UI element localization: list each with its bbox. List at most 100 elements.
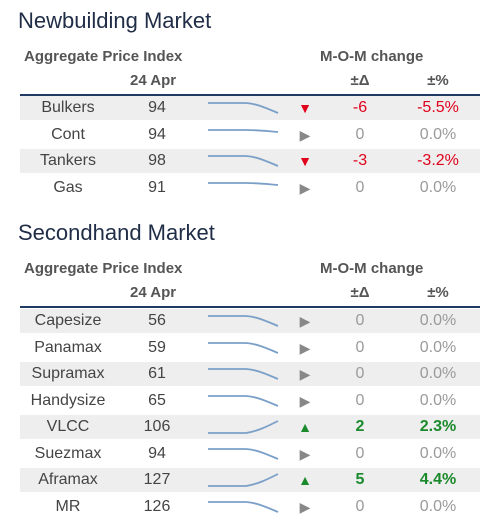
percent-value: 2.3% [419,418,457,435]
up-triangle-icon: ▲ [298,472,312,488]
table-row: Tankers 98 ▼ -3 -3.2% [20,149,480,173]
newbuilding-header-delta: ±Δ [350,72,370,89]
row-label: Panamax [34,338,102,356]
sparkline-path [208,181,279,186]
percent-value: 0.0% [419,312,457,329]
delta-value: -6 [352,99,368,116]
row-label: Aframax [38,471,98,488]
percent-value: -5.5% [417,99,459,116]
percent-value: 0.0% [419,391,457,409]
secondhand-header-index: Aggregate Price Index [24,260,183,277]
row-label: Bulkers [41,99,95,116]
index-value: 126 [143,497,171,515]
index-value: 56 [148,312,166,329]
index-value: 94 [148,99,166,116]
sparkline [206,309,280,333]
sparkline-path [208,368,279,380]
secondhand-header-date: 24 Apr [130,284,177,301]
index-value: 65 [148,391,166,409]
table-row: Capesize 56 ▶ 0 0.0% [20,309,480,333]
sparkline [206,123,280,147]
delta-value: 0 [355,338,365,356]
down-triangle-icon: ▼ [298,100,312,116]
index-value: 106 [143,418,171,435]
right-triangle-icon: ▶ [299,498,311,515]
sparkline-path [208,447,279,460]
percent-value: 0.0% [419,178,457,196]
index-value: 61 [148,365,166,382]
sparkline [206,96,280,120]
secondhand-header-change: M-O-M change [320,260,424,277]
sparkline [206,389,280,413]
newbuilding-header-change: M-O-M change [320,48,424,65]
row-label: Suezmax [34,444,102,462]
table-row: VLCC 106 ▲ 2 2.3% [20,415,480,439]
row-label: Capesize [34,312,102,329]
table-row: Supramax 61 ▶ 0 0.0% [20,362,480,386]
percent-value: 0.0% [419,338,457,356]
index-value: 91 [148,178,166,196]
secondhand-header-pct: ±% [427,284,449,301]
row-label: Tankers [39,152,97,169]
row-label: VLCC [46,418,90,435]
sparkline-path [208,394,279,407]
delta-value: 0 [355,365,365,382]
secondhand-header-rule [20,306,480,308]
newbuilding-title: Newbuilding Market [18,8,212,33]
sparkline-path [208,102,279,114]
delta-value: 0 [355,391,365,409]
percent-value: 0.0% [419,365,457,382]
table-row: Panamax 59 ▶ 0 0.0% [20,336,480,360]
sparkline [206,336,280,360]
sparkline [206,176,280,200]
percent-value: 0.0% [419,125,457,143]
right-triangle-icon: ▶ [299,339,311,356]
table-row: MR 126 ▶ 0 0.0% [20,495,480,519]
row-label: Handysize [30,391,106,409]
delta-value: 0 [355,178,365,196]
table-row: Bulkers 94 ▼ -6 -5.5% [20,96,480,120]
newbuilding-header-index: Aggregate Price Index [24,48,183,65]
index-value: 94 [148,444,166,462]
newbuilding-header-rule [20,94,480,96]
right-triangle-icon: ▶ [299,313,311,329]
delta-value: -3 [352,152,368,169]
right-triangle-icon: ▶ [299,179,311,196]
index-value: 94 [148,125,166,143]
percent-value: 0.0% [419,497,457,515]
sparkline [206,468,280,492]
table-row: Gas 91 ▶ 0 0.0% [20,176,480,200]
newbuilding-header-pct: ±% [427,72,449,89]
row-label: Gas [53,178,83,196]
table-row: Cont 94 ▶ 0 0.0% [20,123,480,147]
sparkline-path [208,500,279,513]
delta-value: 2 [355,418,365,435]
row-label: Cont [51,125,85,143]
secondhand-header-delta: ±Δ [350,284,370,301]
sparkline [206,362,280,386]
row-label: MR [55,497,81,515]
index-value: 127 [143,471,171,488]
sparkline [206,415,280,439]
down-triangle-icon: ▼ [298,153,312,169]
table-row: Handysize 65 ▶ 0 0.0% [20,389,480,413]
sparkline-path [208,473,279,487]
sparkline-path [208,128,279,133]
sparkline-path [208,155,279,167]
newbuilding-header-date: 24 Apr [130,72,177,89]
delta-value: 5 [355,471,365,488]
secondhand-title: Secondhand Market [18,220,215,245]
delta-value: 0 [355,444,365,462]
row-label: Supramax [31,365,105,382]
right-triangle-icon: ▶ [299,392,311,409]
delta-value: 0 [355,312,365,329]
sparkline [206,442,280,466]
sparkline [206,495,280,519]
percent-value: -3.2% [417,152,459,169]
right-triangle-icon: ▶ [299,445,311,462]
percent-value: 0.0% [419,444,457,462]
right-triangle-icon: ▶ [299,126,311,143]
right-triangle-icon: ▶ [299,366,311,382]
delta-value: 0 [355,125,365,143]
sparkline-path [208,420,279,434]
